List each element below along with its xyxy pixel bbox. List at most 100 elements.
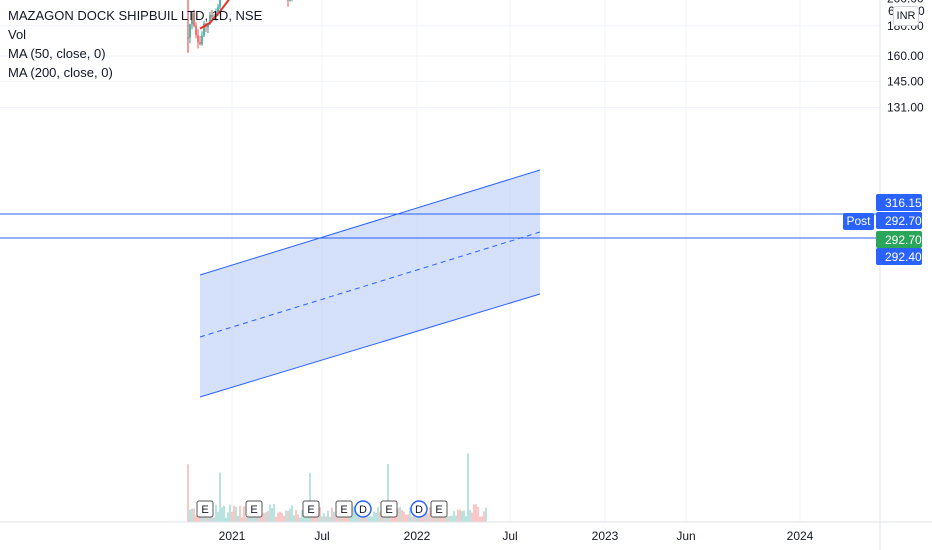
- volume-bar: [429, 507, 431, 522]
- candle-body: [195, 25, 197, 36]
- event-marker-label: E: [385, 504, 392, 516]
- volume-bar: [405, 514, 407, 522]
- volume-bar: [427, 513, 429, 522]
- volume-bar: [195, 515, 197, 522]
- volume-bar: [215, 504, 217, 522]
- volume-bar: [277, 512, 279, 522]
- volume-bar: [337, 513, 339, 522]
- event-marker-label: E: [250, 504, 257, 516]
- event-marker-label: D: [359, 504, 367, 516]
- volume-bar: [299, 517, 301, 522]
- volume-bar: [189, 509, 191, 522]
- volume-bar: [293, 515, 295, 522]
- earnings-event-marker[interactable]: E: [430, 500, 448, 518]
- volume-bar: [465, 516, 467, 522]
- candle-body: [287, 0, 289, 1]
- time-tick-label: Jul: [314, 529, 329, 543]
- dividend-event-marker[interactable]: D: [354, 500, 372, 518]
- volume-bar: [207, 514, 209, 522]
- price-tick-label: 160.00: [887, 49, 924, 63]
- volume-bar: [403, 511, 405, 522]
- volume-bar: [439, 515, 441, 522]
- volume-bar: [349, 516, 351, 522]
- price-tag-label: 292.70: [885, 233, 922, 247]
- volume-bar: [407, 514, 409, 522]
- candle-body: [199, 42, 201, 45]
- ma50-indicator-label[interactable]: MA (50, close, 0): [8, 46, 106, 61]
- volume-bar: [243, 506, 245, 522]
- volume-bar: [393, 516, 395, 522]
- candle-body: [207, 23, 209, 28]
- earnings-event-marker[interactable]: E: [245, 500, 263, 518]
- volume-bar: [377, 507, 379, 522]
- volume-bar: [225, 517, 227, 522]
- price-tag: [876, 212, 922, 229]
- candle-body: [289, 0, 291, 1]
- earnings-event-marker[interactable]: E: [196, 500, 214, 518]
- volume-bar: [475, 504, 477, 522]
- volume-bar: [265, 512, 267, 522]
- volume-bar: [237, 515, 239, 522]
- price-tag-label: 292.40: [885, 250, 922, 264]
- price-tick-label: 145.00: [887, 74, 924, 88]
- volume-bar: [387, 463, 389, 522]
- volume-bar: [211, 516, 213, 522]
- price-tag: [876, 194, 922, 211]
- volume-bar: [201, 515, 203, 522]
- volume-bar: [447, 516, 449, 522]
- volume-bar: [359, 513, 361, 522]
- volume-bar: [415, 515, 417, 522]
- volume-bar: [235, 506, 237, 522]
- volume-bar: [279, 511, 281, 522]
- ma200-indicator-label[interactable]: MA (200, close, 0): [8, 65, 113, 80]
- volume-bar: [273, 504, 275, 522]
- volume-bar: [219, 472, 221, 522]
- volume-bar: [283, 515, 285, 522]
- volume-bar: [373, 511, 375, 522]
- channel-upper-line: [199, 169, 541, 276]
- volume-bar: [459, 509, 461, 522]
- volume-bar: [433, 513, 435, 522]
- time-tick-label: 2024: [787, 529, 814, 543]
- dividend-event-marker[interactable]: D: [410, 500, 428, 518]
- volume-bar: [307, 514, 309, 522]
- volume-bar: [295, 510, 297, 522]
- time-axis: 2021 Jul 2022 Jul 2023 Jun 2024: [219, 529, 814, 543]
- price-tags: 316.15 292.70 292.70 292.40: [876, 194, 922, 265]
- volume-bar: [205, 513, 207, 522]
- candle-body: [197, 35, 199, 43]
- volume-bar: [437, 513, 439, 522]
- currency-button[interactable]: INR: [893, 6, 919, 26]
- earnings-event-marker[interactable]: E: [302, 500, 320, 518]
- earnings-event-marker[interactable]: E: [335, 500, 353, 518]
- volume-bar: [401, 509, 403, 522]
- volume-bar: [471, 512, 473, 522]
- candle-body: [201, 35, 203, 45]
- volume-bar: [323, 513, 325, 522]
- volume-bar: [191, 508, 193, 522]
- volume-bar: [325, 516, 327, 522]
- volume-bar: [327, 510, 329, 522]
- candle-body: [191, 12, 193, 25]
- channel-lower-line: [199, 293, 541, 398]
- volume-indicator-label[interactable]: Vol: [8, 27, 27, 42]
- volume-bar: [425, 508, 427, 522]
- volume-bar: [463, 510, 465, 522]
- volume-bar: [409, 507, 411, 522]
- volume-bar: [469, 509, 471, 522]
- price-tick-label: 200.00: [887, 0, 924, 6]
- volume-bar: [321, 516, 323, 522]
- event-marker-label: D: [415, 504, 423, 516]
- volume-bar: [431, 515, 433, 522]
- volume-bar: [281, 512, 283, 522]
- volume-bar: [251, 516, 253, 522]
- volume-bar: [289, 508, 291, 522]
- volume-bar: [417, 517, 419, 522]
- volume-bar: [483, 511, 485, 522]
- price-tag-label: 316.15: [885, 196, 922, 210]
- volume-bar: [473, 504, 475, 522]
- symbol-title[interactable]: MAZAGON DOCK SHIPBUIL LTD, 1D, NSE: [8, 8, 263, 23]
- earnings-event-marker[interactable]: E: [380, 500, 398, 518]
- event-marker-label: E: [435, 504, 442, 516]
